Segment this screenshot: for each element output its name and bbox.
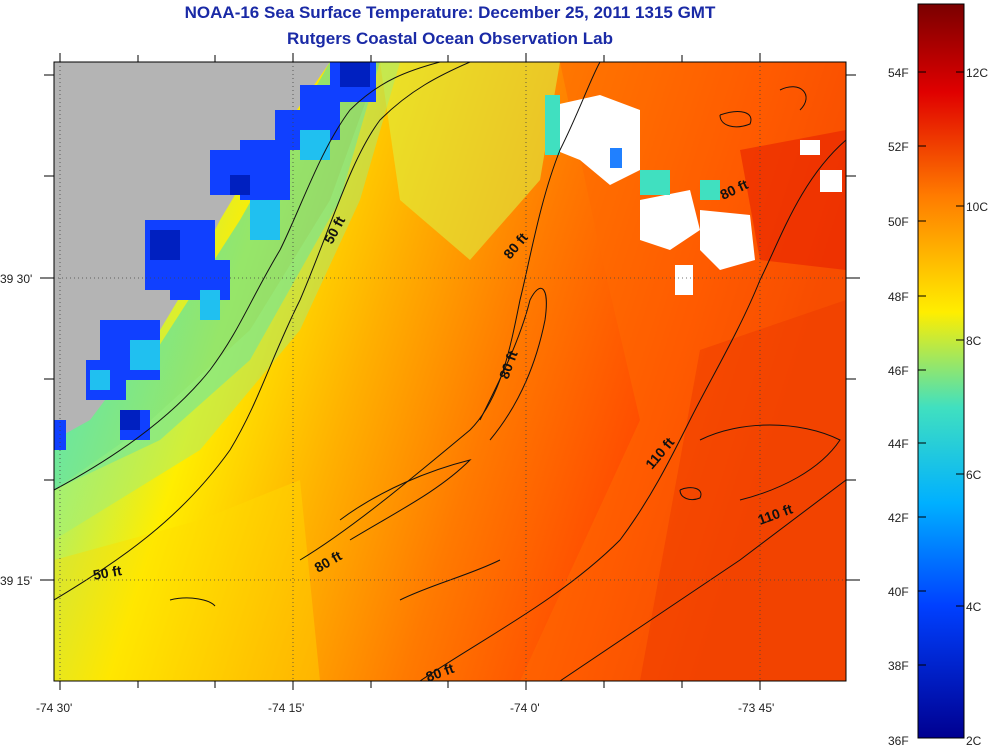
map-frame xyxy=(53,61,847,682)
colorbar-c-label: 12C xyxy=(966,66,988,80)
colorbar-f-label: 42F xyxy=(888,511,909,525)
colorbar-c-label: 8C xyxy=(966,334,982,348)
colorbar-f-label: 46F xyxy=(888,364,909,378)
colorbar-f-label: 40F xyxy=(888,585,909,599)
colorbar-c-label: 10C xyxy=(966,200,988,214)
x-tick-label: -74 15' xyxy=(268,701,304,715)
y-tick-label: 39 15' xyxy=(0,574,32,588)
colorbar-f-label: 44F xyxy=(888,437,909,451)
colorbar-c-label: 2C xyxy=(966,734,982,748)
bathymetry-contours xyxy=(54,62,846,681)
colorbar-f-label: 48F xyxy=(888,290,909,304)
colorbar-f-label: 50F xyxy=(888,215,909,229)
colorbar-f-label: 54F xyxy=(888,66,909,80)
colorbar-f-label: 36F xyxy=(888,734,909,748)
colorbar-f-label: 38F xyxy=(888,659,909,673)
colorbar-c-label: 6C xyxy=(966,468,982,482)
colorbar xyxy=(917,3,965,739)
y-tick-label: 39 30' xyxy=(0,272,32,286)
graticule xyxy=(54,62,846,681)
colorbar-f-label: 52F xyxy=(888,140,909,154)
contour-label: 50 ft xyxy=(92,562,123,583)
map-subtitle: Rutgers Coastal Ocean Observation Lab xyxy=(287,29,613,48)
map-title: NOAA-16 Sea Surface Temperature: Decembe… xyxy=(184,3,716,22)
colorbar-c-label: 4C xyxy=(966,600,982,614)
x-tick-label: -73 45' xyxy=(738,701,774,715)
x-tick-label: -74 30' xyxy=(36,701,72,715)
axis-ticks xyxy=(40,53,860,690)
x-tick-label: -74 0' xyxy=(510,701,540,715)
